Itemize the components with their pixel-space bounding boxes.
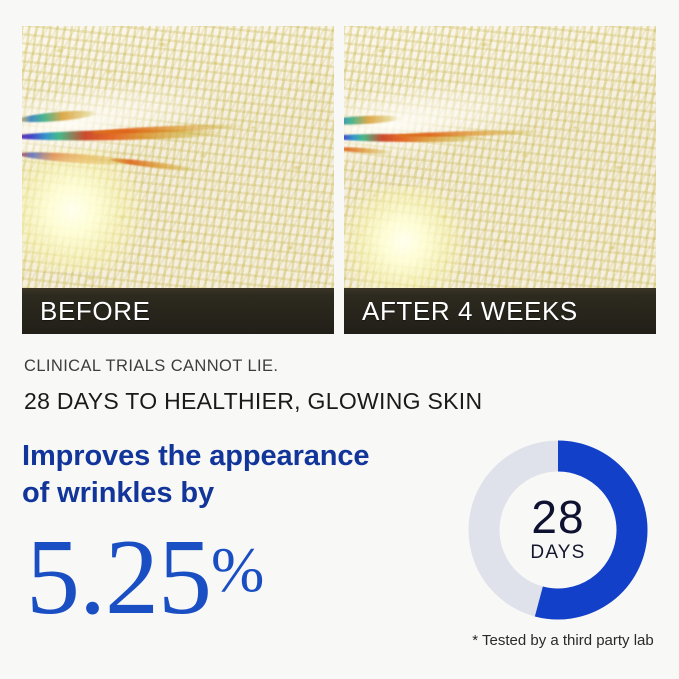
panel-label-before: BEFORE xyxy=(22,288,334,334)
panel-label-after: AFTER 4 WEEKS xyxy=(344,288,656,334)
panel-after: AFTER 4 WEEKS xyxy=(344,26,656,334)
panel-label-text-before: BEFORE xyxy=(40,295,151,326)
claim-line-1: Improves the appearance xyxy=(22,440,370,472)
footnote-text: * Tested by a third party lab xyxy=(472,632,654,649)
big-statistic: 5.25% xyxy=(26,524,264,632)
eyebrow-text: CLINICAL TRIALS CANNOT LIE. xyxy=(24,357,279,375)
panel-label-text-after: AFTER 4 WEEKS xyxy=(362,295,578,326)
claim-text: Improves the appearance of wrinkles by xyxy=(22,438,452,512)
donut-arc-elapsed xyxy=(534,440,648,620)
donut-chart-svg xyxy=(468,440,648,620)
panel-before: BEFORE xyxy=(22,26,334,334)
before-after-panels: BEFORE AFTER 4 WEEKS xyxy=(22,26,657,334)
page-title: 28 DAYS TO HEALTHIER, GLOWING SKIN xyxy=(24,388,483,414)
percent-sign: % xyxy=(211,534,264,605)
big-statistic-value: 5.25 xyxy=(26,518,212,637)
days-donut-chart: 28 DAYS xyxy=(468,440,648,620)
claim-line-2: of wrinkles by xyxy=(22,477,214,510)
